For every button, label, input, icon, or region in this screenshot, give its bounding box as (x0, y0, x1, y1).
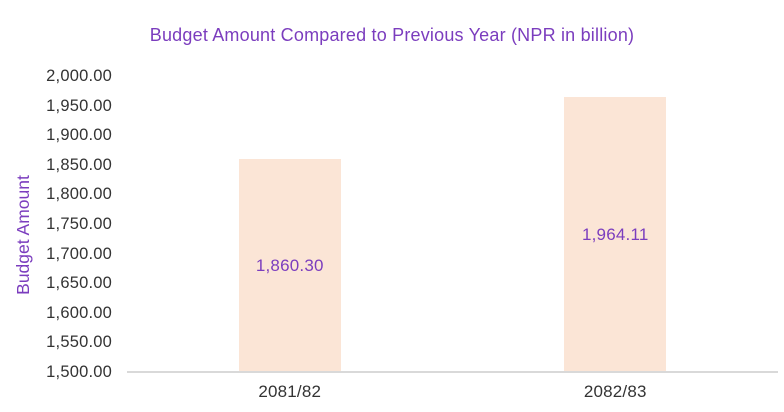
y-tick-label: 1,750.00 (46, 215, 112, 233)
y-tick-label: 1,900.00 (46, 126, 112, 145)
y-tick-label: 1,500.00 (46, 363, 112, 381)
bar-data-label: 1,964.11 (581, 225, 649, 245)
bar-2081/82 (238, 158, 341, 372)
x-axis-line (127, 371, 778, 373)
y-tick-label: 2,000.00 (46, 67, 112, 85)
y-tick-label: 1,850.00 (46, 155, 112, 174)
y-tick-label: 1,800.00 (46, 185, 112, 204)
y-tick-label: 1,650.00 (46, 274, 112, 293)
chart-title: Budget Amount Compared to Previous Year … (149, 25, 635, 45)
y-tick-label: 1,600.00 (46, 303, 112, 322)
y-tick-label: 1,700.00 (46, 244, 112, 263)
y-tick-label: 1,550.00 (46, 333, 112, 352)
bar-data-label: 1,860.30 (255, 255, 324, 275)
x-category-label: 2082/83 (583, 382, 647, 401)
y-tick-label: 1,950.00 (46, 96, 112, 115)
bar-2082/83 (564, 97, 667, 372)
x-category-label: 2081/82 (258, 382, 322, 401)
